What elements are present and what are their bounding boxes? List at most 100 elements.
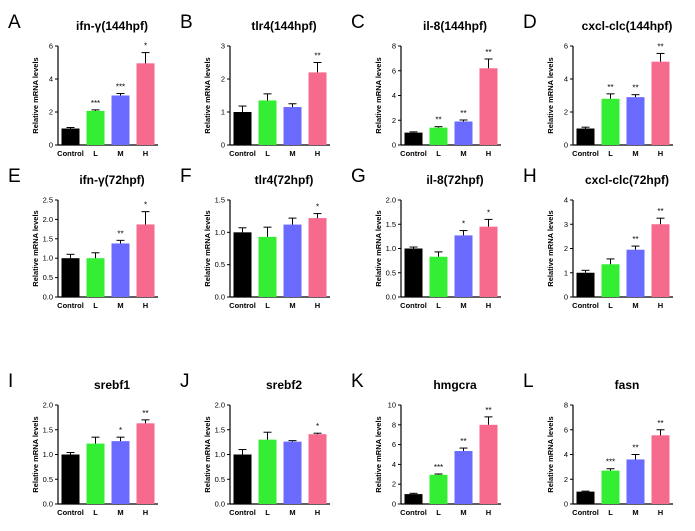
panel-letter: H xyxy=(523,166,537,187)
x-tick-label: L xyxy=(436,508,441,517)
x-tick-label: M xyxy=(632,301,638,310)
significance-label: ** xyxy=(485,406,491,415)
bar-l xyxy=(86,110,105,145)
bar-l xyxy=(258,439,277,504)
y-tick-label: 4 xyxy=(392,460,396,469)
panel-letter: G xyxy=(351,166,366,187)
y-axis-label: Relative mRNA levels xyxy=(203,57,212,133)
y-axis-label: Relative mRNA levels xyxy=(203,416,212,492)
x-tick-label: L xyxy=(93,301,98,310)
x-tick-label: L xyxy=(265,508,270,517)
x-tick-label: H xyxy=(143,149,148,158)
bar-m xyxy=(111,243,130,297)
y-tick-label: 0 xyxy=(221,141,225,150)
y-tick-label: 0.5 xyxy=(215,475,225,484)
x-tick-label: H xyxy=(315,149,320,158)
bar-m xyxy=(283,224,302,297)
y-tick-label: 0 xyxy=(564,141,568,150)
y-axis-label: Relative mRNA levels xyxy=(31,57,40,133)
panel-letter: D xyxy=(523,12,537,33)
significance-label: * xyxy=(119,426,122,435)
y-tick-label: 1.0 xyxy=(386,244,396,253)
bar-control xyxy=(61,128,80,145)
y-tick-label: 0.0 xyxy=(43,293,53,302)
y-tick-label: 6 xyxy=(564,42,568,51)
x-tick-label: M xyxy=(632,508,638,517)
significance-label: * xyxy=(487,208,490,217)
bar-control xyxy=(576,491,595,504)
y-tick-label: 8 xyxy=(392,420,396,429)
y-tick-label: 2.0 xyxy=(386,196,396,205)
bar-control xyxy=(61,454,80,504)
bar-m xyxy=(626,459,645,504)
x-tick-label: H xyxy=(658,301,663,310)
x-tick-label: L xyxy=(265,149,270,158)
y-axis-label: Relative mRNA levels xyxy=(31,210,40,286)
significance-label: ** xyxy=(142,409,148,418)
x-tick-label: M xyxy=(117,301,123,310)
significance-label: * xyxy=(144,201,147,210)
y-tick-label: 0.5 xyxy=(215,260,225,269)
x-tick-label: M xyxy=(460,301,466,310)
significance-label: *** xyxy=(434,463,443,472)
bar-m xyxy=(454,121,473,145)
x-tick-label: Control xyxy=(400,301,427,310)
significance-label: ** xyxy=(485,48,491,57)
bar-control xyxy=(233,454,252,504)
y-tick-label: 1.0 xyxy=(215,228,225,237)
chart-title: ifn-γ(72hpf) xyxy=(79,173,144,187)
y-tick-label: 1.0 xyxy=(43,450,53,459)
x-tick-label: M xyxy=(117,508,123,517)
y-tick-label: 8 xyxy=(392,42,396,51)
y-tick-label: 6 xyxy=(564,425,568,434)
x-tick-label: Control xyxy=(57,149,84,158)
y-tick-label: 0.0 xyxy=(43,500,53,509)
x-tick-label: Control xyxy=(572,301,599,310)
bar-h xyxy=(308,72,327,145)
y-tick-label: 0 xyxy=(392,141,396,150)
y-tick-label: 2 xyxy=(392,480,396,489)
significance-label: ** xyxy=(460,109,466,118)
x-tick-label: H xyxy=(143,301,148,310)
y-tick-label: 8 xyxy=(564,401,568,410)
chart-title: hmgcra xyxy=(433,378,477,392)
significance-label: *** xyxy=(91,99,100,108)
bar-m xyxy=(626,249,645,297)
chart-title: srebf1 xyxy=(94,378,130,392)
significance-label: ** xyxy=(657,42,663,51)
bar-h xyxy=(479,226,498,297)
significance-label: ** xyxy=(657,419,663,428)
y-tick-label: 1 xyxy=(564,268,568,277)
y-axis-label: Relative mRNA levels xyxy=(546,57,555,133)
x-tick-label: Control xyxy=(57,301,84,310)
y-axis-label: Relative mRNA levels xyxy=(374,210,383,286)
y-tick-label: 4 xyxy=(564,450,568,459)
y-tick-label: 1.5 xyxy=(215,425,225,434)
bar-control xyxy=(404,494,423,504)
y-tick-label: 1.5 xyxy=(43,234,53,243)
x-tick-label: H xyxy=(315,508,320,517)
y-tick-label: 0 xyxy=(564,500,568,509)
x-tick-label: Control xyxy=(400,149,427,158)
bar-control xyxy=(404,132,423,145)
panel-letter: J xyxy=(180,371,190,392)
significance-label: * xyxy=(316,203,319,212)
bar-control xyxy=(576,128,595,145)
x-tick-label: H xyxy=(486,508,491,517)
bar-control xyxy=(61,258,80,297)
y-tick-label: 1.5 xyxy=(386,220,396,229)
bar-l xyxy=(429,474,448,504)
y-tick-label: 1.5 xyxy=(43,425,53,434)
x-tick-label: H xyxy=(658,508,663,517)
y-tick-label: 0.5 xyxy=(386,268,396,277)
y-tick-label: 1.0 xyxy=(43,254,53,263)
y-axis-label: Relative mRNA levels xyxy=(546,210,555,286)
bar-l xyxy=(258,100,277,145)
x-tick-label: M xyxy=(117,149,123,158)
